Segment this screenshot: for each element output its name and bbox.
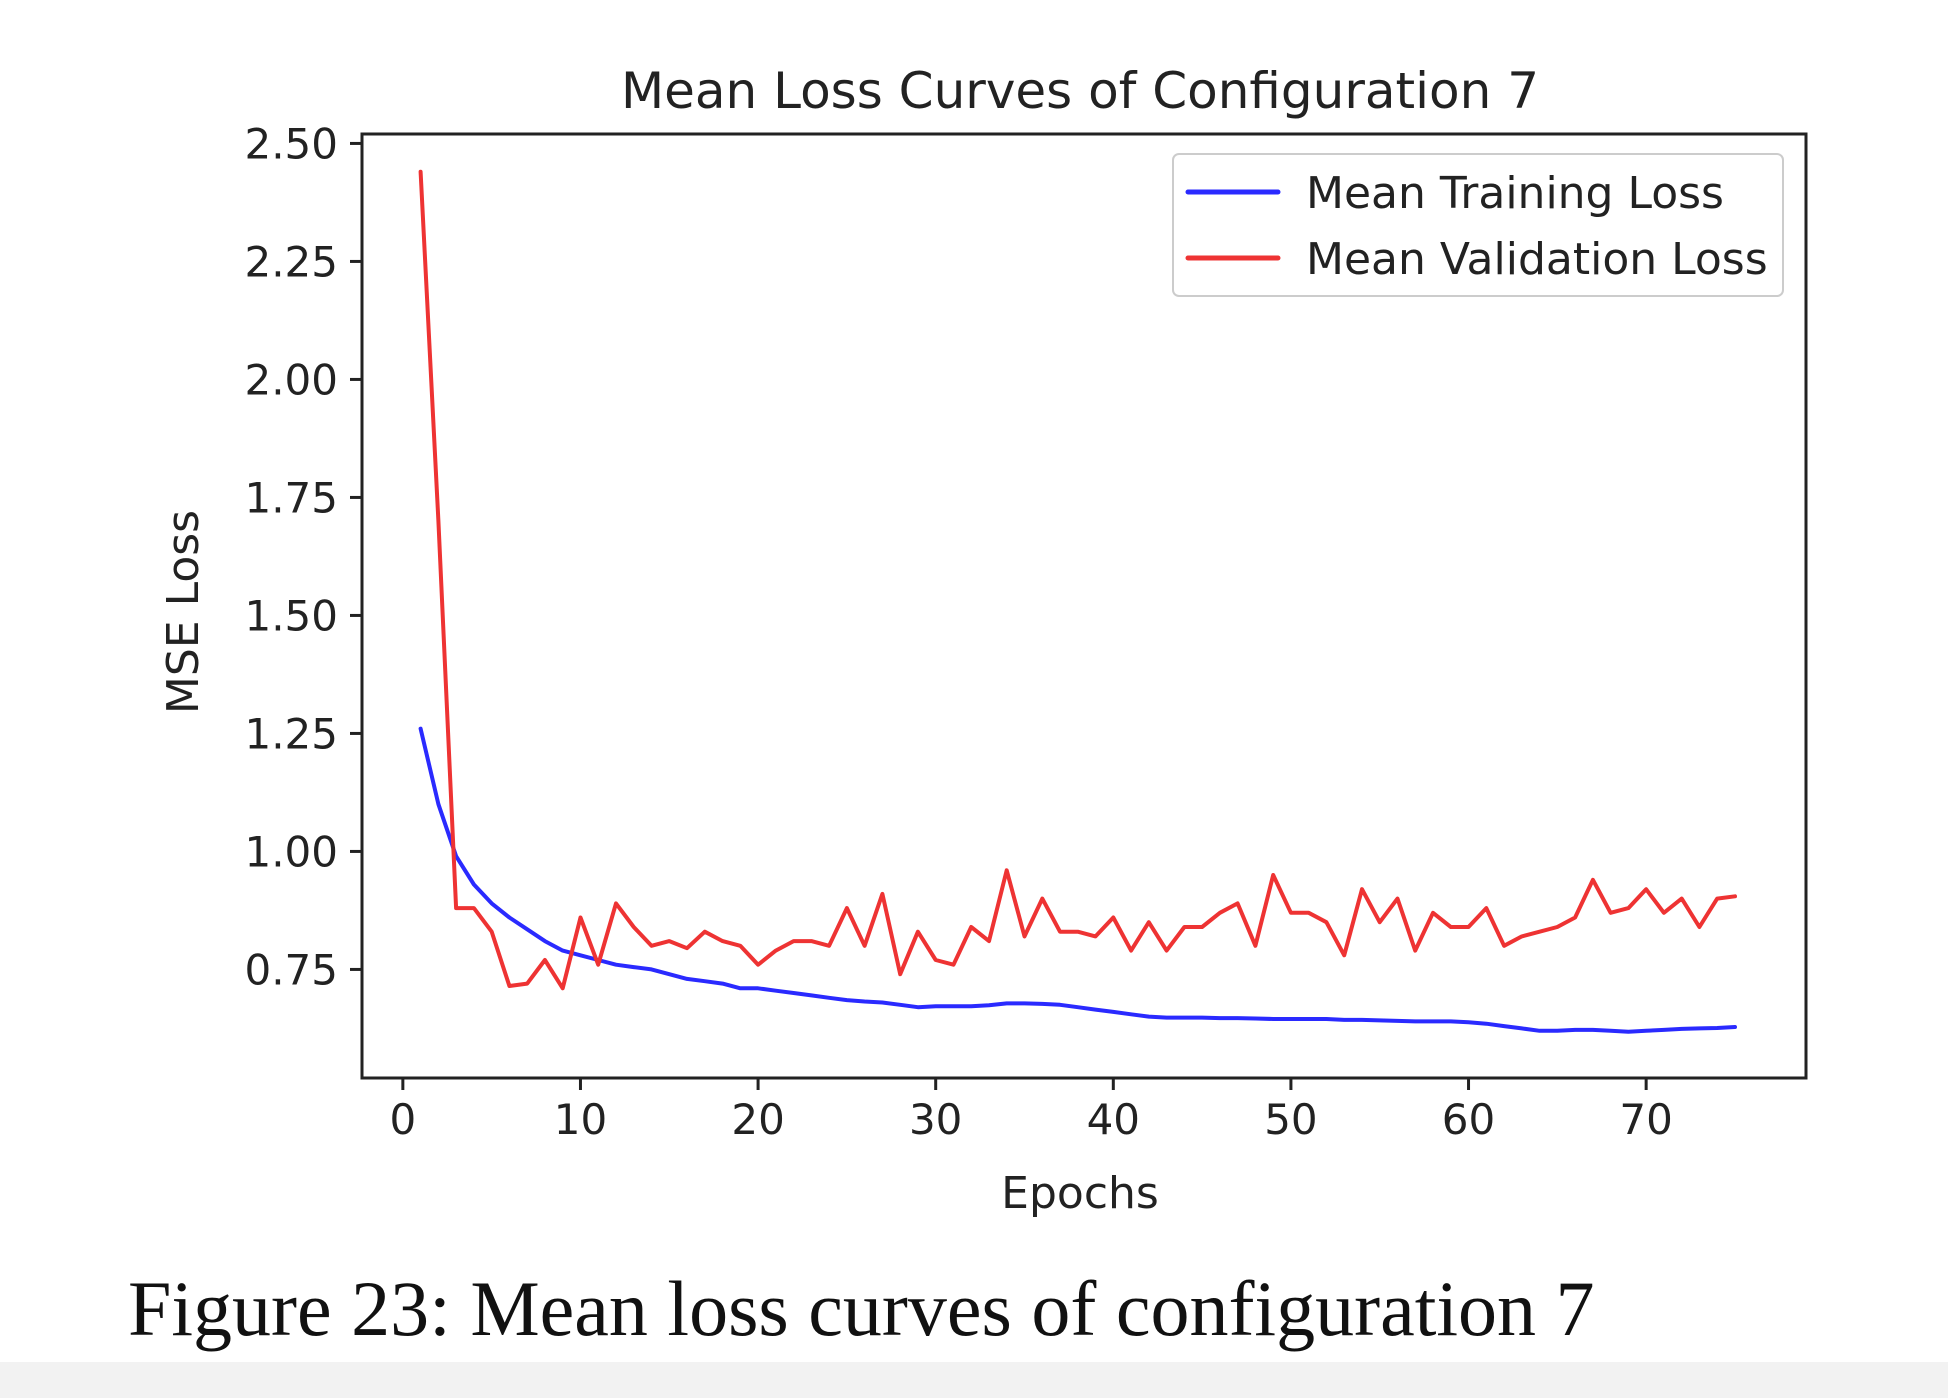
- page-bottom-strip: [0, 1362, 1948, 1398]
- chart-title: Mean Loss Curves of Configuration 7: [621, 62, 1539, 120]
- chart-legend: Mean Training Loss Mean Validation Loss: [1172, 153, 1784, 297]
- x-tick-label: 20: [731, 1095, 784, 1144]
- y-tick-label: 1.75: [244, 473, 338, 522]
- loss-curves-chart: Mean Loss Curves of Configuration 7 0 10 2…: [158, 62, 1808, 1219]
- x-axis-label: Epochs: [1001, 1168, 1159, 1219]
- y-axis: 0.75 1.00 1.25 1.50 1.75 2.00 2.25 2.50: [244, 119, 362, 994]
- x-tick-label: 60: [1442, 1095, 1495, 1144]
- plot-area-frame: [360, 132, 1808, 1080]
- x-tick-label: 10: [554, 1095, 607, 1144]
- x-tick-label: 30: [909, 1095, 962, 1144]
- series-line-validation: [418, 169, 1737, 991]
- y-tick-label: 2.00: [244, 355, 338, 404]
- x-tick-label: 70: [1619, 1095, 1672, 1144]
- x-tick-label: 50: [1264, 1095, 1317, 1144]
- x-tick-label: 40: [1087, 1095, 1140, 1144]
- y-tick-label: 1.50: [244, 591, 338, 640]
- y-tick-label: 1.25: [244, 709, 338, 758]
- x-tick-label: 0: [389, 1095, 416, 1144]
- figure-caption: Figure 23: Mean loss curves of configura…: [128, 1265, 1595, 1352]
- legend-label-training: Mean Training Loss: [1306, 168, 1724, 219]
- y-tick-label: 0.75: [244, 945, 338, 994]
- y-tick-label: 1.00: [244, 827, 338, 876]
- legend-box: [1172, 153, 1784, 297]
- x-axis: 0 10 20 30 40 50 60 70: [389, 1078, 1673, 1144]
- series-line-training: [418, 726, 1737, 1034]
- y-tick-label: 2.50: [244, 119, 338, 168]
- y-tick-label: 2.25: [244, 237, 338, 286]
- y-axis-label: MSE Loss: [158, 510, 209, 714]
- legend-label-validation: Mean Validation Loss: [1306, 234, 1768, 285]
